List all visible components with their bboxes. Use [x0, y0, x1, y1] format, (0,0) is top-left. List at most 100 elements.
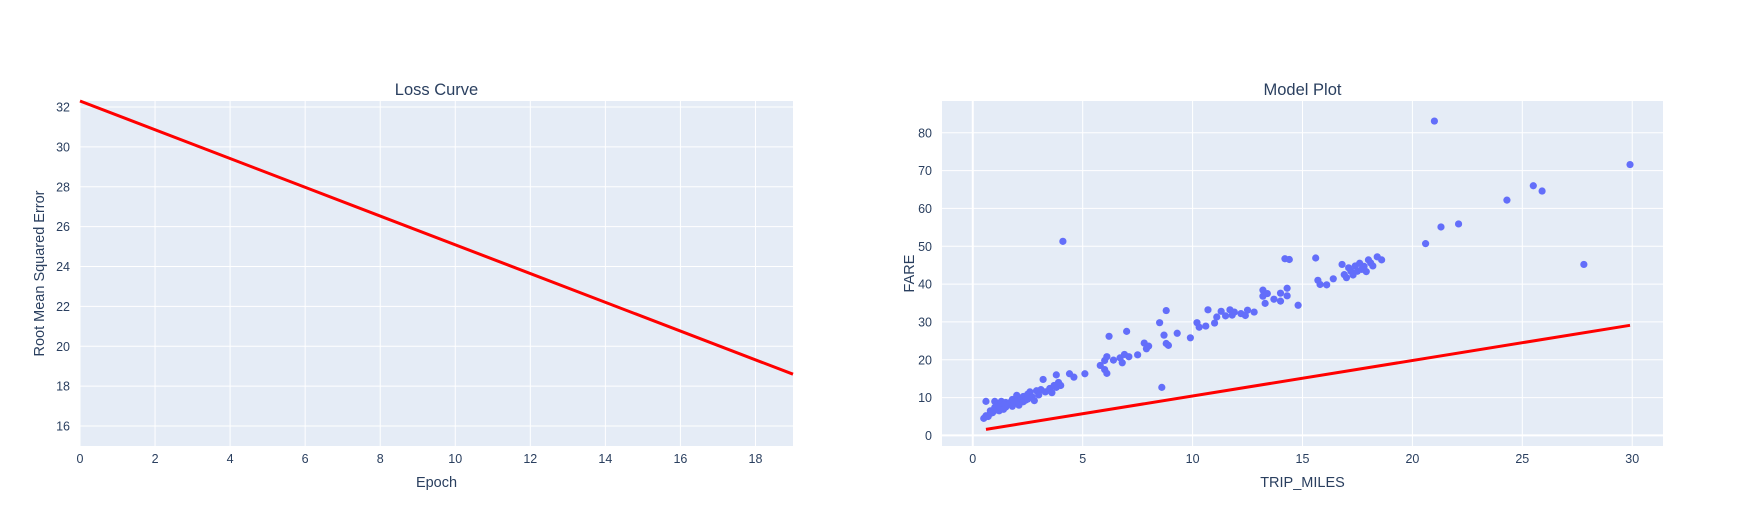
loss-curve-y-tick-label: 26 — [56, 220, 70, 234]
model-plot-point — [1276, 289, 1285, 297]
model-plot-point — [1103, 353, 1111, 361]
model-plot-y-tick-label: 50 — [918, 240, 932, 254]
model-plot-point — [1454, 220, 1463, 228]
model-plot-point — [1105, 332, 1113, 340]
model-plot-point — [1276, 297, 1285, 305]
model-plot-point — [1529, 182, 1537, 190]
model-plot-point — [1204, 306, 1212, 314]
model-plot-point — [1059, 237, 1067, 245]
model-plot-point — [1261, 299, 1269, 307]
model-plot-point — [1538, 187, 1546, 195]
model-plot-y-tick-labels: 0 10 20 30 40 50 60 70 80 — [918, 126, 932, 443]
model-plot-point — [1145, 342, 1153, 350]
model-plot-point — [1270, 295, 1278, 303]
model-plot-point — [1125, 353, 1133, 361]
model-plot-point — [1316, 280, 1324, 289]
model-plot-point — [1123, 327, 1131, 335]
loss-curve-gridlines — [79, 101, 793, 446]
model-plot-point — [1048, 389, 1056, 397]
model-plot-point — [1378, 256, 1386, 264]
model-plot-y-tick-label: 40 — [918, 278, 932, 292]
model-plot-point — [1329, 275, 1337, 283]
model-plot-point — [1195, 323, 1203, 331]
model-plot-point — [1039, 375, 1047, 384]
model-plot-point — [1369, 262, 1377, 270]
loss-curve-x-tick-label: 2 — [152, 452, 159, 466]
loss-curve-x-tick-label: 4 — [227, 452, 234, 466]
model-plot-x-tick-label: 10 — [1186, 452, 1200, 466]
model-plot-point — [1342, 274, 1351, 282]
model-plot-y-tick-label: 10 — [918, 391, 932, 405]
loss-curve-x-tick-label: 8 — [377, 452, 384, 466]
model-plot-point — [1230, 308, 1238, 316]
model-plot-point — [1156, 319, 1164, 327]
model-plot-point — [1186, 334, 1194, 342]
model-plot-point — [1283, 292, 1291, 300]
model-plot-point — [1158, 383, 1166, 391]
loss-curve-y-tick-label: 16 — [56, 420, 70, 434]
loss-curve-y-tick-label: 28 — [56, 180, 70, 194]
loss-curve-y-tick-label: 22 — [56, 300, 70, 314]
loss-curve-series — [79, 99, 794, 376]
model-plot-point — [1164, 341, 1173, 349]
model-plot-x-tick-label: 5 — [1079, 452, 1086, 466]
model-plot-x-tick-label: 30 — [1625, 452, 1639, 466]
model-plot-x-tick-label: 0 — [969, 452, 976, 466]
model-plot-point — [1081, 370, 1089, 378]
model-plot-point — [1217, 307, 1225, 315]
model-plot-point — [1421, 240, 1430, 248]
model-plot-x-tick-label: 15 — [1296, 452, 1310, 466]
loss-curve-line — [79, 99, 794, 376]
loss-curve-x-tick-label: 18 — [749, 452, 763, 466]
model-plot-point — [982, 397, 990, 405]
model-plot-point — [1283, 284, 1291, 292]
model-plot-gridlines — [942, 101, 1663, 446]
loss-curve-title: Loss Curve — [395, 81, 478, 99]
model-plot-point — [1294, 301, 1302, 309]
model-plot-point — [1160, 331, 1168, 339]
model-plot-point — [1173, 329, 1181, 337]
model-plot-point — [1323, 281, 1331, 289]
model-plot-point — [1030, 397, 1038, 405]
model-plot-point — [1118, 359, 1126, 367]
model-plot-point — [1134, 351, 1142, 359]
model-plot-x-tick-labels: 0 5 10 15 20 25 30 — [969, 452, 1639, 466]
model-plot-x-tick-label: 25 — [1515, 452, 1529, 466]
model-plot-x-tick-label: 20 — [1405, 452, 1419, 466]
model-plot-y-tick-label: 60 — [918, 202, 932, 216]
model-plot-title: Model Plot — [1264, 81, 1342, 99]
model-plot-point — [1202, 322, 1210, 330]
model-plot-y-tick-label: 0 — [925, 429, 932, 443]
model-plot-point — [1263, 289, 1271, 298]
model-plot-y-tick-label: 80 — [918, 126, 932, 140]
model-plot-point — [1213, 313, 1221, 321]
loss-curve-x-tick-labels: 0 2 4 6 8 10 12 14 16 18 — [77, 452, 763, 466]
model-plot-point — [1103, 369, 1111, 377]
loss-curve-y-tick-label: 30 — [56, 140, 70, 154]
model-plot-x-axis-title: TRIP_MILES — [1260, 475, 1345, 491]
loss-curve-plot-area — [80, 101, 793, 446]
model-plot-point — [1250, 308, 1258, 316]
model-plot-y-axis-title: FARE — [902, 254, 918, 292]
loss-curve-y-tick-label: 32 — [56, 100, 70, 114]
model-plot-point — [1430, 117, 1438, 125]
loss-curve-x-tick-label: 16 — [673, 452, 687, 466]
loss-curve-x-tick-label: 6 — [302, 452, 309, 466]
loss-curve-x-tick-label: 12 — [523, 452, 537, 466]
model-plot-fit-line — [985, 323, 1631, 431]
model-plot-point — [1052, 371, 1060, 379]
loss-curve-x-tick-label: 10 — [448, 452, 462, 466]
model-plot-y-tick-label: 20 — [918, 353, 932, 367]
model-plot-point — [1210, 319, 1219, 327]
model-plot-panel: 0 5 10 15 20 25 30 0 10 20 30 40 50 60 70 80 Model Plo… — [902, 81, 1663, 491]
loss-curve-x-axis-title: Epoch — [416, 475, 457, 491]
model-plot-point — [1362, 268, 1370, 276]
loss-curve-x-tick-label: 0 — [77, 452, 84, 466]
model-plot-point — [1580, 260, 1588, 269]
model-plot-point — [1285, 255, 1293, 264]
model-plot-point — [1070, 373, 1078, 381]
loss-curve-y-axis-title: Root Mean Squared Error — [32, 190, 48, 356]
loss-curve-y-tick-labels: 16 18 20 22 24 26 28 30 32 — [56, 100, 70, 433]
